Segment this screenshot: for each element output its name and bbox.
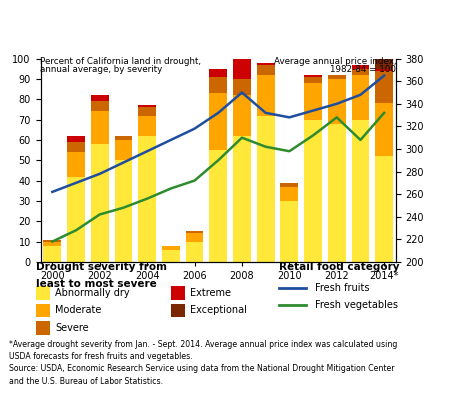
Bar [257, 75, 274, 116]
Bar [162, 246, 180, 250]
Bar [138, 136, 156, 262]
Bar [257, 63, 274, 65]
Bar [186, 231, 203, 233]
Bar [280, 187, 298, 201]
Bar [351, 120, 369, 262]
Bar [138, 106, 156, 107]
Text: Severe: Severe [55, 323, 89, 333]
Bar [328, 124, 346, 262]
Text: Retail food category: Retail food category [279, 262, 400, 272]
Bar [304, 120, 322, 262]
Bar [138, 116, 156, 136]
Bar [304, 75, 322, 77]
Bar [351, 65, 369, 69]
Bar [91, 144, 108, 262]
Bar [233, 79, 251, 95]
FancyBboxPatch shape [171, 286, 185, 300]
Bar [209, 77, 227, 93]
Text: annual average, by severity: annual average, by severity [40, 65, 163, 74]
Bar [304, 83, 322, 120]
Text: 1982-84 = 100: 1982-84 = 100 [330, 65, 396, 74]
Text: Average annual price index,: Average annual price index, [274, 57, 396, 65]
Bar [186, 241, 203, 262]
Bar [67, 136, 85, 142]
Bar [91, 111, 108, 144]
Bar [257, 116, 274, 262]
Bar [233, 59, 251, 79]
Bar [44, 240, 61, 241]
Bar [67, 176, 85, 262]
Text: Extreme: Extreme [190, 288, 231, 298]
Bar [91, 95, 108, 101]
Bar [115, 160, 132, 262]
FancyBboxPatch shape [36, 321, 50, 335]
Bar [115, 140, 132, 160]
Bar [304, 77, 322, 83]
Bar [209, 150, 227, 262]
Bar [375, 103, 393, 156]
Text: California drought severity and change in Consumer Price Index (CPI): California drought severity and change i… [5, 15, 450, 25]
Bar [67, 152, 85, 176]
FancyBboxPatch shape [36, 303, 50, 317]
Bar [375, 69, 393, 71]
Bar [375, 71, 393, 103]
Bar [257, 65, 274, 75]
Text: for fresh fruits and vegetables: for fresh fruits and vegetables [5, 34, 203, 44]
Bar [162, 250, 180, 262]
Bar [375, 57, 393, 69]
Bar [351, 69, 369, 75]
Bar [115, 136, 132, 140]
Bar [186, 233, 203, 241]
Bar [328, 79, 346, 124]
Bar [328, 75, 346, 79]
Text: Moderate: Moderate [55, 305, 101, 316]
Text: Drought severity from: Drought severity from [36, 262, 167, 272]
FancyBboxPatch shape [171, 303, 185, 317]
Bar [209, 69, 227, 77]
Bar [91, 101, 108, 111]
Bar [44, 241, 61, 246]
Text: Percent of California land in drought,: Percent of California land in drought, [40, 57, 202, 65]
Bar [351, 75, 369, 120]
Bar [280, 183, 298, 187]
Bar [209, 93, 227, 150]
Bar [138, 107, 156, 116]
Text: *Average drought severity from Jan. - Sept. 2014. Average annual price index was: *Average drought severity from Jan. - Se… [9, 340, 397, 385]
Bar [67, 142, 85, 152]
Text: least to most severe: least to most severe [36, 279, 157, 289]
Bar [233, 136, 251, 262]
FancyBboxPatch shape [36, 286, 50, 300]
Text: Fresh fruits: Fresh fruits [315, 283, 369, 292]
Bar [375, 156, 393, 262]
Bar [280, 201, 298, 262]
Bar [233, 95, 251, 136]
Bar [44, 246, 61, 262]
Text: Abnormally dry: Abnormally dry [55, 288, 130, 298]
Text: Fresh vegetables: Fresh vegetables [315, 300, 398, 310]
Text: Exceptional: Exceptional [190, 305, 247, 316]
